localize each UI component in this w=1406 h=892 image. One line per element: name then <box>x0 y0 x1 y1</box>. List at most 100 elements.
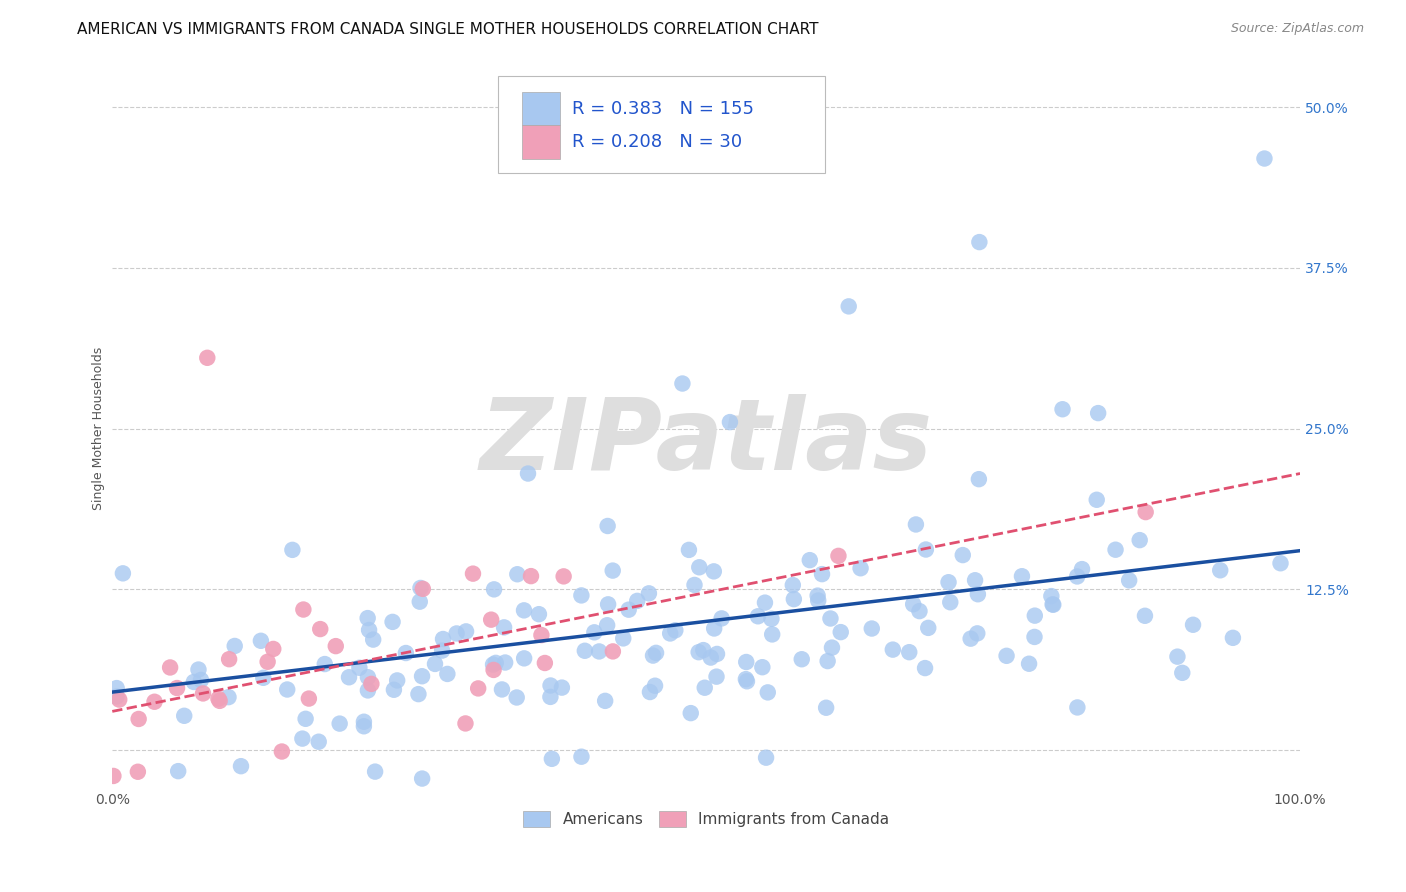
Point <box>291 731 314 746</box>
Point <box>995 648 1018 663</box>
Point <box>1087 406 1109 420</box>
Point <box>461 566 484 581</box>
Point <box>127 764 149 779</box>
Point <box>207 691 229 706</box>
Point <box>965 574 987 588</box>
Point <box>353 719 375 733</box>
Point <box>817 654 839 668</box>
Point <box>224 639 246 653</box>
Point <box>952 548 974 562</box>
Point <box>1024 630 1046 644</box>
Point <box>534 656 557 670</box>
Point <box>143 695 166 709</box>
Point <box>1253 152 1275 166</box>
Point <box>494 620 516 634</box>
Point <box>308 735 330 749</box>
Point <box>408 687 430 701</box>
Point <box>262 642 284 657</box>
Point <box>423 657 446 671</box>
Point <box>915 542 938 557</box>
Point <box>860 622 883 636</box>
Y-axis label: Single Mother Households: Single Mother Households <box>93 347 105 510</box>
Point <box>1222 631 1244 645</box>
Point <box>411 772 433 786</box>
Point <box>761 612 783 626</box>
Point <box>904 517 927 532</box>
Point <box>700 650 723 665</box>
Point <box>359 623 381 637</box>
Point <box>105 681 128 695</box>
Point <box>1118 574 1140 588</box>
Point <box>1040 589 1063 603</box>
Point <box>382 682 405 697</box>
Point <box>683 578 706 592</box>
Point <box>638 586 661 600</box>
FancyBboxPatch shape <box>522 92 560 126</box>
Point <box>250 633 273 648</box>
Point <box>356 611 378 625</box>
Point <box>754 596 776 610</box>
Point <box>1166 649 1188 664</box>
Point <box>409 581 432 595</box>
Point <box>898 645 921 659</box>
Point <box>103 769 125 783</box>
Point <box>491 682 513 697</box>
Point <box>571 749 593 764</box>
Point <box>208 694 231 708</box>
Point <box>314 657 336 671</box>
Point <box>756 685 779 699</box>
Point <box>596 618 619 632</box>
Point <box>454 716 477 731</box>
Point <box>430 643 453 657</box>
Point <box>409 595 432 609</box>
Point <box>593 694 616 708</box>
Point <box>1182 617 1205 632</box>
Point <box>432 632 454 646</box>
Point <box>751 660 773 674</box>
Point <box>821 640 844 655</box>
Point <box>191 686 214 700</box>
Point <box>108 692 131 706</box>
Point <box>195 351 218 365</box>
Point <box>966 626 988 640</box>
Point <box>538 690 561 704</box>
Point <box>411 669 433 683</box>
Point <box>446 626 468 640</box>
Point <box>790 652 813 666</box>
Point <box>782 578 804 592</box>
Point <box>617 603 640 617</box>
Point <box>111 566 134 581</box>
Point <box>596 519 619 533</box>
Point <box>908 604 931 618</box>
Point <box>218 652 240 666</box>
Point <box>703 565 725 579</box>
Point <box>761 627 783 641</box>
Point <box>173 708 195 723</box>
Point <box>959 632 981 646</box>
Point <box>540 679 562 693</box>
Point <box>520 569 543 583</box>
Point <box>671 376 693 391</box>
Point <box>353 714 375 729</box>
Point <box>1042 598 1064 612</box>
Point <box>664 624 686 638</box>
Point <box>644 679 666 693</box>
Point <box>281 542 304 557</box>
Point <box>938 575 960 590</box>
Point <box>506 567 529 582</box>
Point <box>527 607 550 622</box>
Point <box>395 646 418 660</box>
Point <box>1129 533 1152 548</box>
Point <box>734 672 756 686</box>
Point <box>381 615 404 629</box>
Point <box>551 681 574 695</box>
Point <box>1071 562 1094 576</box>
Point <box>830 625 852 640</box>
Point <box>349 661 371 675</box>
Point <box>807 593 830 607</box>
Text: Source: ZipAtlas.com: Source: ZipAtlas.com <box>1230 22 1364 36</box>
Point <box>357 670 380 684</box>
Point <box>1135 505 1157 519</box>
Point <box>917 621 939 635</box>
Point <box>128 712 150 726</box>
